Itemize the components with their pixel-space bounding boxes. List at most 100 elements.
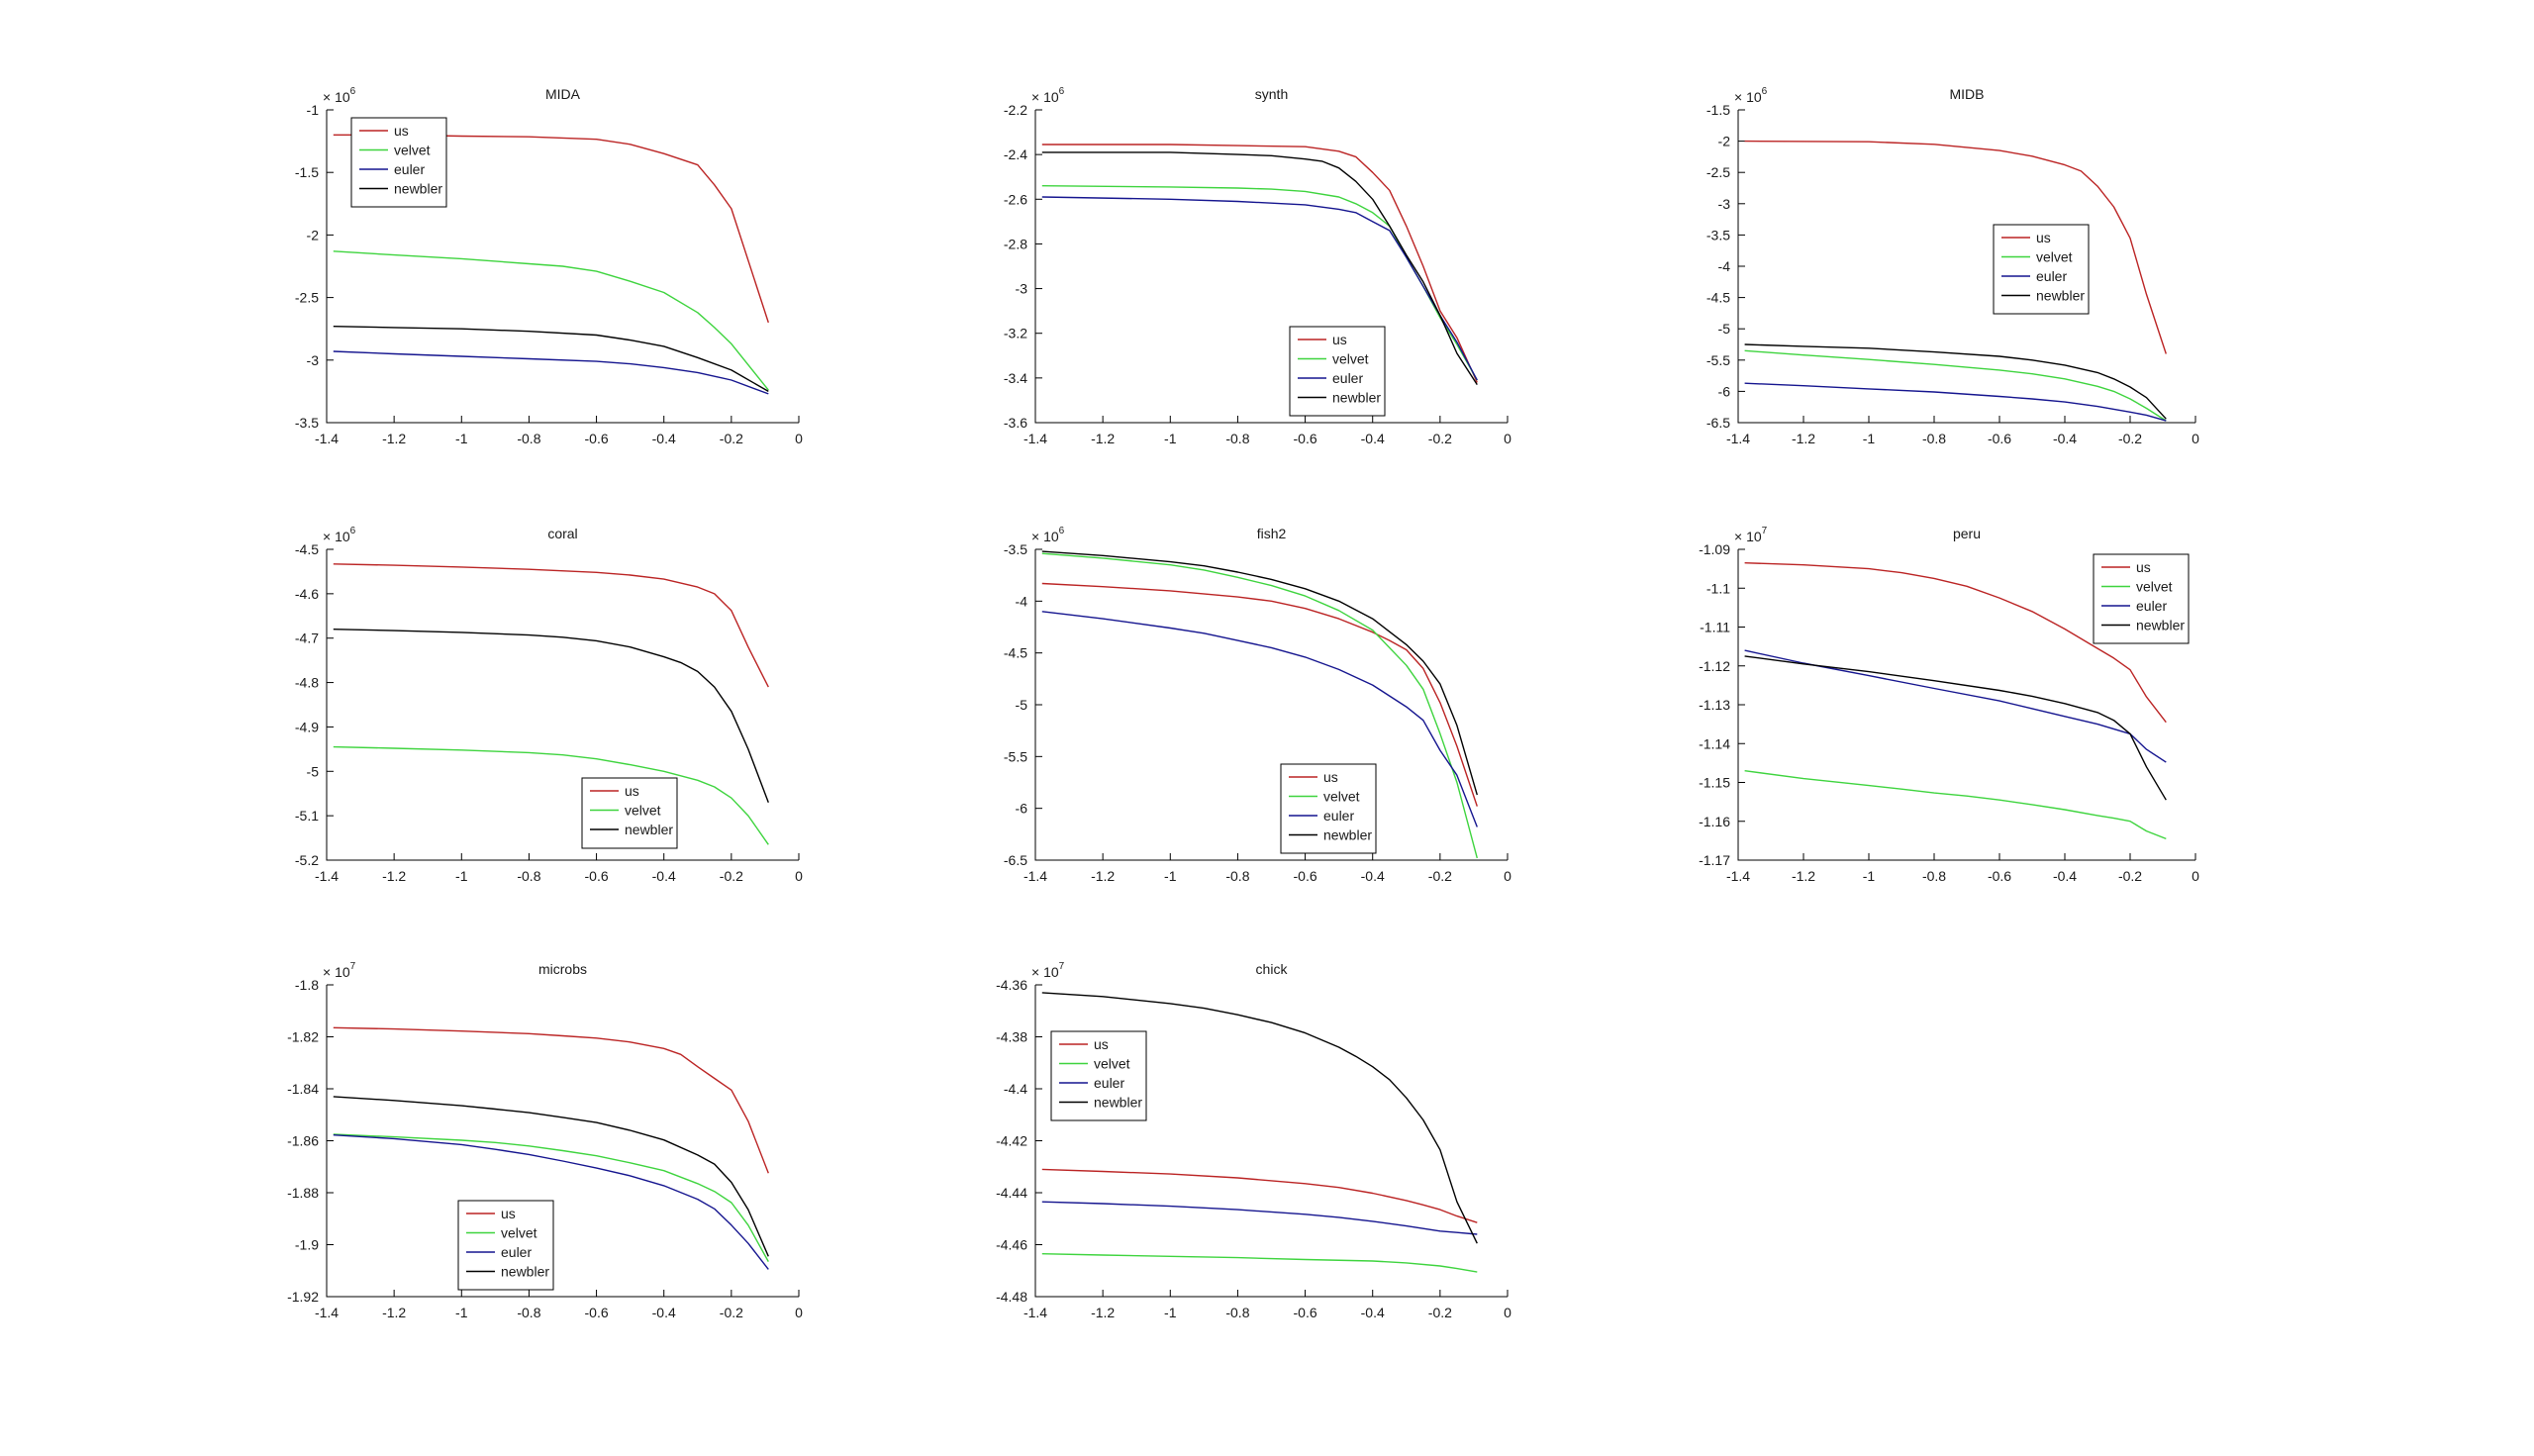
subplot-title: MIDB <box>1950 86 1985 102</box>
series-euler-line <box>1041 196 1478 381</box>
x-tick-label: -0.4 <box>2053 431 2077 446</box>
x-tick-label: -1 <box>1164 868 1177 884</box>
y-tick-label: -2.6 <box>1004 191 1027 207</box>
legend-label-velvet: velvet <box>1332 351 1369 367</box>
legend-label-us: us <box>1323 769 1338 785</box>
x-tick-label: -1.4 <box>315 868 339 884</box>
y-tick-label: -1 <box>307 102 320 118</box>
y-tick-label: -3.2 <box>1004 326 1027 341</box>
x-tick-label: -0.2 <box>1428 1305 1452 1320</box>
subplot-chick: -1.4 -1.2 -1 -0.8 -0.6 -0.4 -0.2 0 -4.36 -4.38 -4.… <box>996 961 1511 1320</box>
x-tick-label: 0 <box>795 1305 803 1320</box>
legend-label-newbler: newbler <box>1323 827 1372 843</box>
x-tick-label: -1 <box>455 868 468 884</box>
x-tick-label: -1.4 <box>1023 868 1047 884</box>
y-tick-label: -1.86 <box>287 1133 319 1149</box>
y-tick-label: -2.8 <box>1004 236 1027 251</box>
x-tick-label: 0 <box>795 431 803 446</box>
x-tick-label: 0 <box>2192 868 2199 884</box>
legend-box <box>1993 224 2090 315</box>
x-tick-label: -1.2 <box>1091 868 1115 884</box>
x-tick-label: -1.4 <box>1023 1305 1047 1320</box>
y-tick-label: -4.8 <box>295 675 319 691</box>
y-tick-label: -1.15 <box>1699 775 1730 791</box>
series-euler-line <box>333 350 769 395</box>
y-tick-label: -2.4 <box>1004 146 1027 162</box>
y-tick-label: -2 <box>1718 134 1731 149</box>
x-tick-label: -1 <box>1863 431 1876 446</box>
x-tick-label: -1 <box>455 1305 468 1320</box>
y-tick-label: -6 <box>1718 383 1731 399</box>
legend-label-euler: euler <box>1332 370 1363 386</box>
y-axis-exponent-label: × 107 <box>323 961 356 980</box>
legend-label-velvet: velvet <box>1094 1056 1130 1072</box>
series-velvet-line <box>1744 349 2167 422</box>
legend-label-newbler: newbler <box>1332 390 1381 406</box>
x-tick-label: -1.2 <box>1091 1305 1115 1320</box>
x-tick-label: -0.8 <box>517 431 540 446</box>
x-tick-label: -1.4 <box>1726 868 1750 884</box>
y-tick-label: -2.5 <box>1706 164 1730 180</box>
y-tick-label: -4.5 <box>295 541 319 557</box>
x-tick-label: -1.2 <box>382 1305 406 1320</box>
x-tick-label: -0.6 <box>1294 431 1317 446</box>
legend-label-newbler: newbler <box>1094 1095 1142 1111</box>
legend: us velvet euler newbler <box>457 1200 554 1291</box>
y-tick-label: -6.5 <box>1004 852 1027 868</box>
series-us-line <box>1744 562 2167 724</box>
x-tick-label: -1.2 <box>1091 431 1115 446</box>
legend-box <box>350 117 447 208</box>
x-tick-label: -0.2 <box>1428 868 1452 884</box>
y-tick-label: -4.44 <box>996 1185 1027 1201</box>
series-newbler-line <box>1744 655 2167 801</box>
legend-label-us: us <box>1094 1036 1109 1052</box>
x-tick-label: -1.2 <box>1792 868 1815 884</box>
legend-label-newbler: newbler <box>625 822 673 837</box>
x-tick-label: -0.2 <box>720 868 743 884</box>
legend-label-velvet: velvet <box>394 143 431 158</box>
y-tick-label: -1.8 <box>295 977 319 993</box>
series-newbler-line <box>333 1096 769 1257</box>
legend-label-us: us <box>2136 559 2151 575</box>
y-tick-label: -5.2 <box>295 852 319 868</box>
legend-box <box>1280 763 1377 854</box>
legend-label-euler: euler <box>2136 598 2167 614</box>
x-tick-label: -1.2 <box>1792 431 1815 446</box>
y-tick-label: -4 <box>1016 593 1028 609</box>
subplot-title: chick <box>1256 961 1289 977</box>
y-tick-label: -3.6 <box>1004 415 1027 431</box>
series-velvet-line <box>333 250 769 391</box>
legend-label-velvet: velvet <box>2136 579 2173 595</box>
legend-label-euler: euler <box>394 161 425 177</box>
y-tick-label: -4.36 <box>996 977 1027 993</box>
legend-box <box>581 777 678 849</box>
y-axis-exponent-label: × 106 <box>1031 526 1065 544</box>
y-tick-label: -1.5 <box>295 164 319 180</box>
series-velvet-line <box>1041 185 1478 381</box>
y-tick-label: -1.14 <box>1699 735 1730 751</box>
series-velvet-line <box>1744 770 2167 840</box>
series-newbler-line <box>1041 550 1478 796</box>
y-tick-label: -5.5 <box>1004 748 1027 764</box>
x-tick-label: -0.2 <box>720 431 743 446</box>
y-tick-label: -1.16 <box>1699 814 1730 829</box>
x-tick-label: -1 <box>1164 1305 1177 1320</box>
legend-label-us: us <box>2036 230 2051 245</box>
subplot-title: synth <box>1255 86 1288 102</box>
legend-label-newbler: newbler <box>501 1264 549 1280</box>
y-axis-exponent-label: × 107 <box>1734 526 1768 544</box>
y-tick-label: -4 <box>1718 258 1731 274</box>
x-tick-label: 0 <box>795 868 803 884</box>
legend: us velvet euler newbler <box>1050 1030 1147 1121</box>
x-tick-label: -0.8 <box>1922 431 1946 446</box>
x-tick-label: -0.8 <box>517 868 540 884</box>
x-tick-label: -0.2 <box>720 1305 743 1320</box>
legend-label-us: us <box>625 783 639 799</box>
y-tick-label: -1.92 <box>287 1289 319 1305</box>
y-tick-label: -1.11 <box>1700 620 1730 635</box>
axes-frame <box>326 985 799 1298</box>
x-tick-label: -0.6 <box>585 868 609 884</box>
y-tick-label: -1.82 <box>287 1029 319 1045</box>
y-tick-label: -5.1 <box>295 808 319 824</box>
